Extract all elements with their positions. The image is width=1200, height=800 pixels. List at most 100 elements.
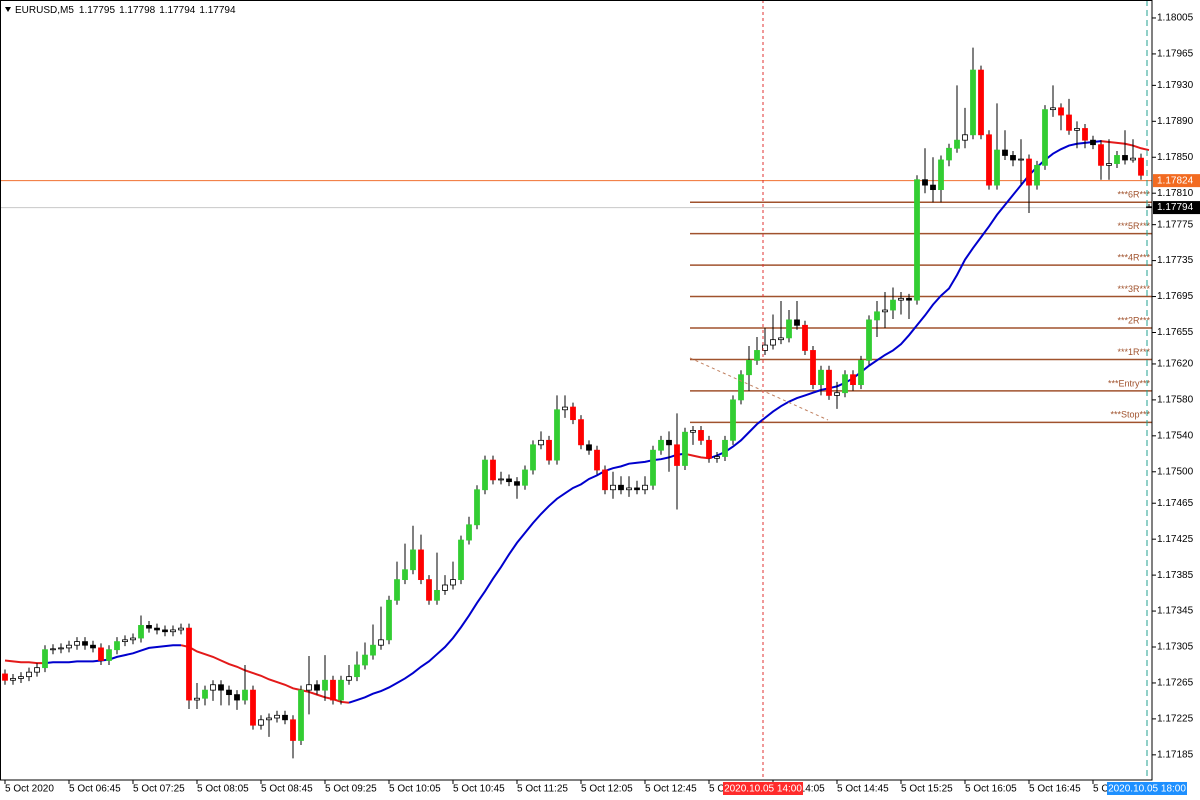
candle-body xyxy=(338,679,344,701)
candle-body xyxy=(818,369,824,386)
menu-arrow[interactable] xyxy=(5,7,11,12)
candle-body xyxy=(170,629,176,633)
time-marker-box xyxy=(723,782,803,795)
candle-body xyxy=(26,671,32,678)
candle-body xyxy=(322,679,328,691)
x-tick-label: 5 Oct 16:05 xyxy=(965,784,1017,795)
y-tick-label: 1.17810 xyxy=(1157,188,1194,199)
candle-body xyxy=(162,629,168,633)
candle-body xyxy=(450,579,456,586)
candle-body xyxy=(842,374,848,394)
plot-area: ***6R*** ***5R*** ***4R*** ***3R*** ***2R***… xyxy=(0,47,1152,759)
candle-body xyxy=(34,667,40,673)
y-tick-label: 1.17500 xyxy=(1157,466,1194,477)
candle-body xyxy=(586,444,592,451)
candle-body xyxy=(698,430,704,441)
candle-body xyxy=(1106,163,1112,166)
candle-body xyxy=(946,147,952,161)
candle-body xyxy=(1082,128,1088,141)
candle-body xyxy=(346,676,352,681)
candle-body xyxy=(498,478,504,481)
candle-body xyxy=(906,297,912,301)
candle-body xyxy=(490,459,496,481)
candle-body xyxy=(914,179,920,301)
candle-body xyxy=(594,449,600,471)
candle-body xyxy=(770,339,776,346)
y-tick-label: 1.17580 xyxy=(1157,395,1194,406)
candle-body xyxy=(410,549,416,571)
candle-body xyxy=(330,679,336,701)
candle-body xyxy=(1034,164,1040,186)
moving-average xyxy=(180,644,350,704)
candle-body xyxy=(994,149,1000,186)
y-tick-label: 1.17540 xyxy=(1157,430,1194,441)
candle-body xyxy=(970,69,976,136)
candle-body xyxy=(618,484,624,491)
candle-body xyxy=(50,648,56,651)
candle-body xyxy=(66,644,72,649)
candle-body xyxy=(242,689,248,701)
y-tick-label: 1.17425 xyxy=(1157,534,1194,545)
candle-body xyxy=(474,489,480,526)
price-label: 1.17794 xyxy=(1157,202,1194,213)
x-tick-label: 5 Oct 14:45 xyxy=(837,784,889,795)
x-tick-label: 5 Oct 08:05 xyxy=(197,784,249,795)
candle-body xyxy=(1042,109,1048,166)
candle-body xyxy=(578,419,584,446)
candle-body xyxy=(898,297,904,301)
candle-body xyxy=(938,159,944,191)
candle-body xyxy=(458,539,464,581)
candle-body xyxy=(306,684,312,691)
candle-body xyxy=(682,431,688,466)
y-tick-label: 1.17965 xyxy=(1157,49,1194,60)
candle-body xyxy=(362,654,368,666)
candle-body xyxy=(834,392,840,396)
candle-body xyxy=(538,439,544,446)
x-tick-label: 5 Oct 10:45 xyxy=(453,784,505,795)
candle-body xyxy=(986,134,992,186)
candle-body xyxy=(1010,155,1016,161)
candle-body xyxy=(626,487,632,491)
candle-body xyxy=(866,319,872,361)
candle-body xyxy=(402,569,408,581)
open-value: 1.17795 xyxy=(79,5,116,16)
x-tick-label: 5 Oct 15:25 xyxy=(901,784,953,795)
candle-body xyxy=(418,549,424,581)
candle-body xyxy=(546,439,552,461)
time-marker-label: 2020.10.05 18:00 xyxy=(1108,784,1186,795)
candle-body xyxy=(930,184,936,191)
candle-body xyxy=(810,350,816,386)
x-tick-label: 5 Oct 16:45 xyxy=(1029,784,1081,795)
candle-body xyxy=(642,484,648,491)
high-value: 1.17798 xyxy=(119,5,156,16)
candle-body xyxy=(178,627,184,631)
candle-body xyxy=(890,299,896,311)
candle-body xyxy=(978,69,984,136)
candle-body xyxy=(98,647,104,661)
candle-body xyxy=(250,689,256,726)
y-tick-label: 1.17930 xyxy=(1157,80,1194,91)
x-tick-label: 5 Oct 12:05 xyxy=(581,784,633,795)
candle-body xyxy=(1138,157,1144,176)
y-tick-label: 1.17850 xyxy=(1157,152,1194,163)
candle-body xyxy=(1114,155,1120,164)
level-label: ***Entry*** xyxy=(1108,378,1151,388)
candle-body xyxy=(714,456,720,459)
candle-body xyxy=(674,444,680,466)
time-marker: 2020.10.05 14:00 xyxy=(723,782,803,795)
y-tick-label: 1.17265 xyxy=(1157,678,1194,689)
candle-body xyxy=(1146,206,1152,209)
candle-body xyxy=(378,639,384,646)
candle-body xyxy=(738,374,744,401)
candle-body xyxy=(90,644,96,649)
candle-body xyxy=(858,359,864,386)
candle-body xyxy=(706,439,712,459)
moving-average xyxy=(4,659,45,665)
time-marker-box xyxy=(1107,782,1187,795)
candle-body xyxy=(634,487,640,491)
candle-body xyxy=(74,641,80,646)
y-tick-label: 1.18005 xyxy=(1157,13,1194,24)
candle-body xyxy=(194,697,200,701)
y-tick-label: 1.17465 xyxy=(1157,498,1194,509)
